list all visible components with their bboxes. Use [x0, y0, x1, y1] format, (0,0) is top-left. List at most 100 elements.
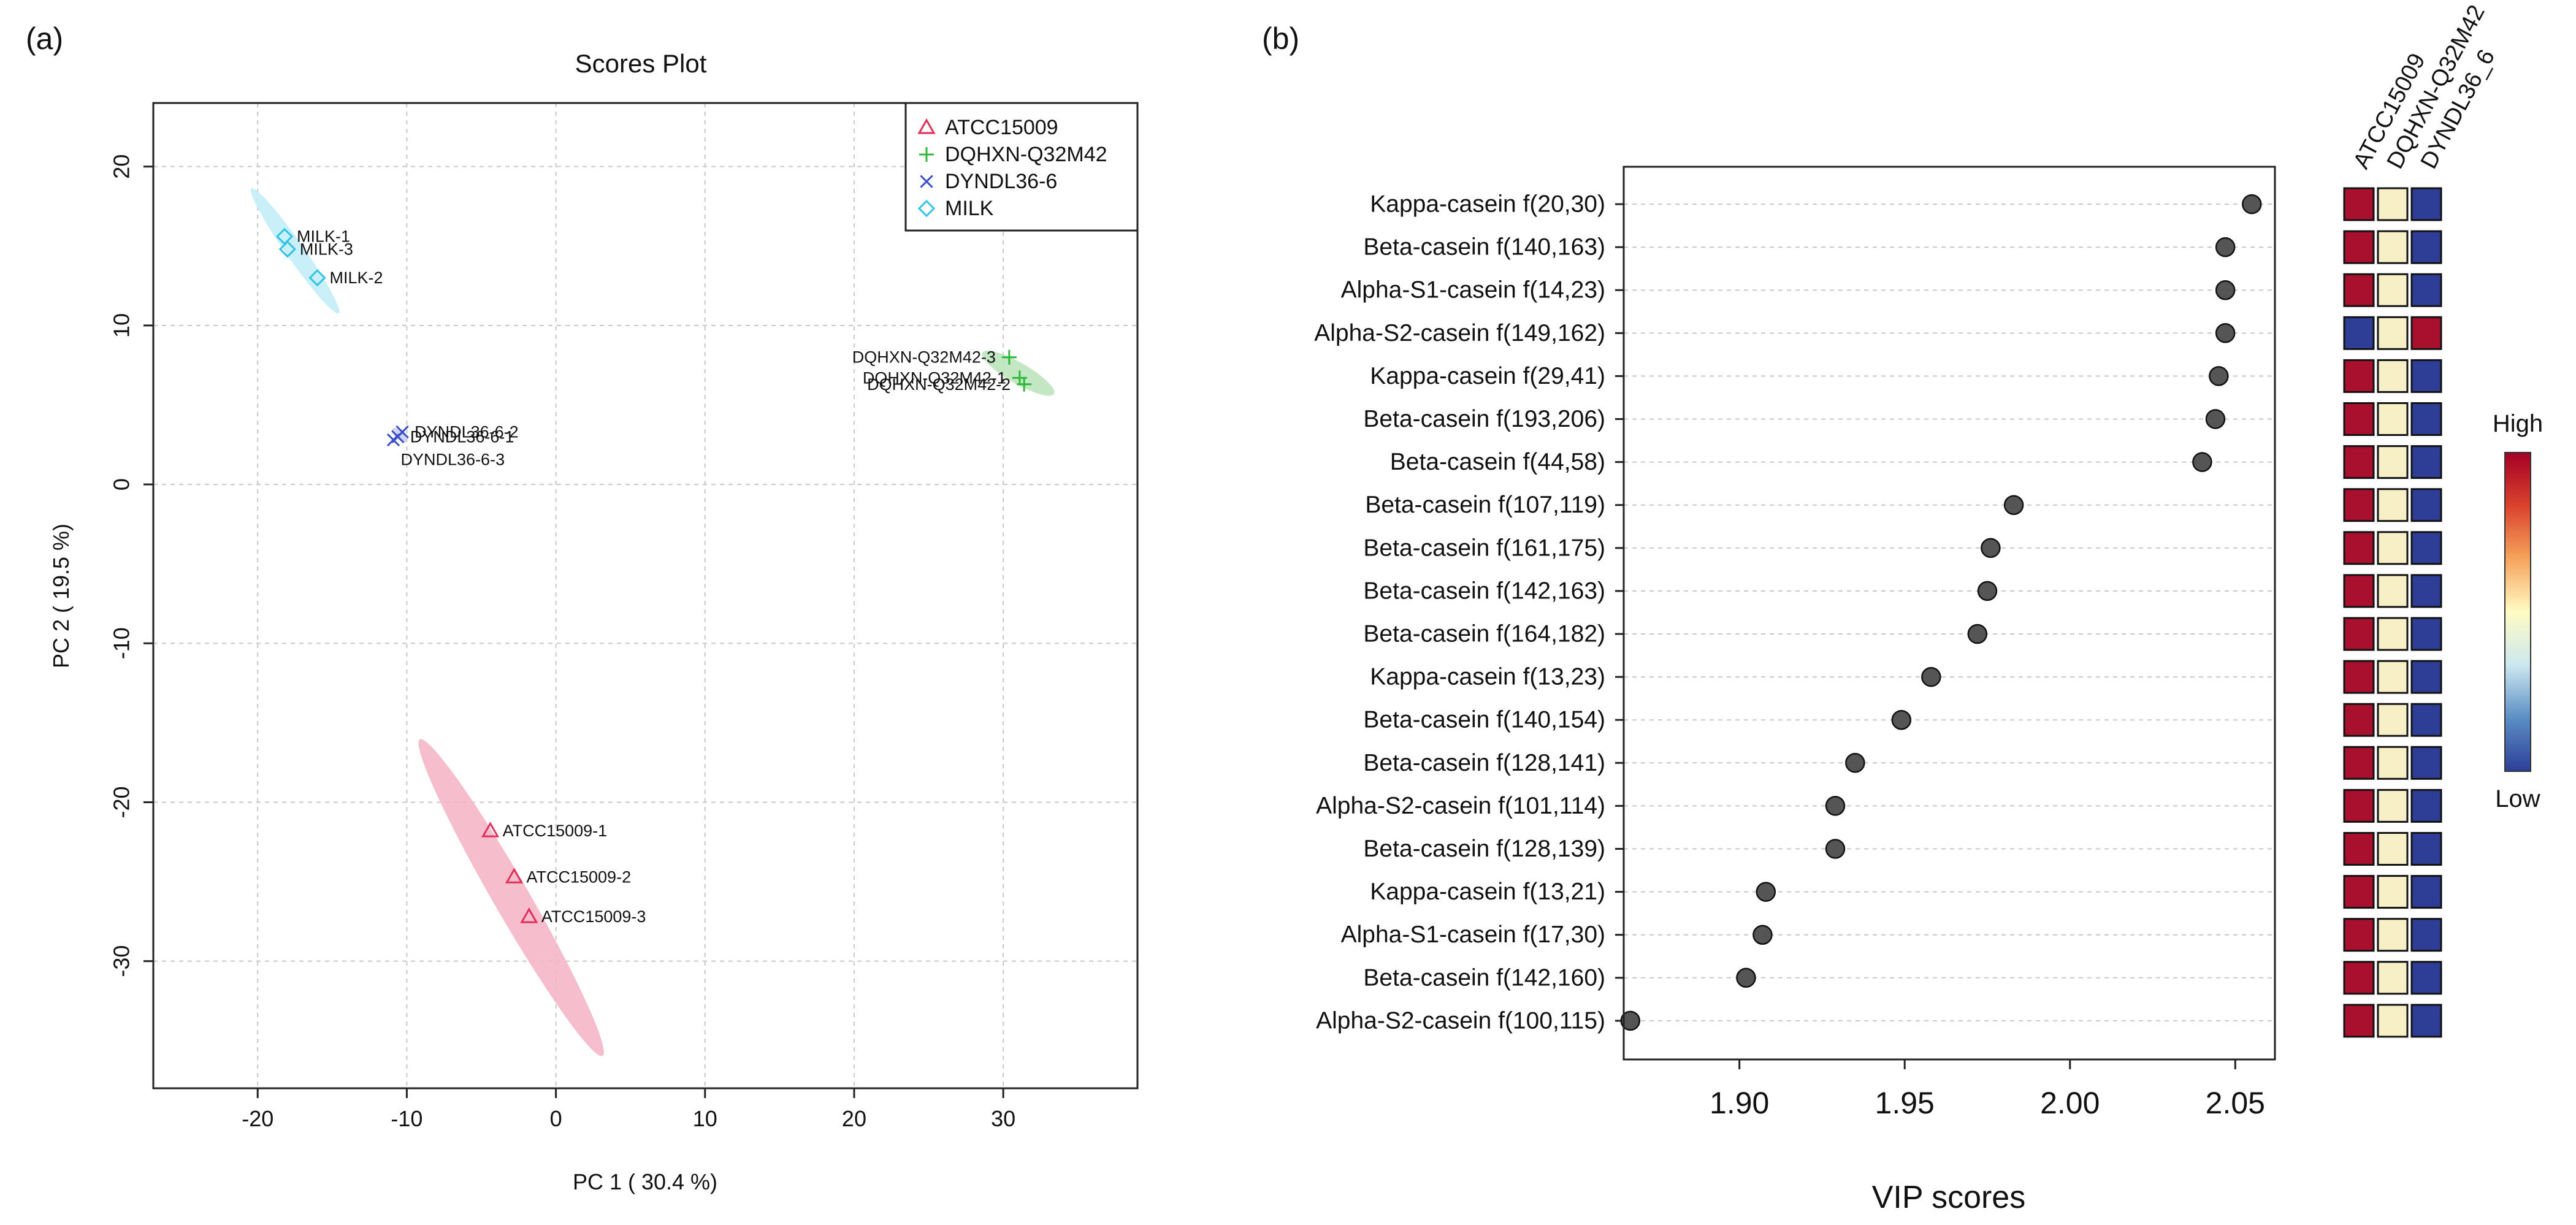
scores-plot-title: Scores Plot	[575, 49, 707, 78]
vip-point	[1845, 753, 1865, 773]
vip-row: Kappa-casein f(13,21)	[1370, 879, 2275, 905]
scores-legend: ATCC15009 DQHXN-Q32M42 DYNDL36-6 MILK	[904, 102, 1139, 232]
confidence-ellipse	[418, 739, 604, 1056]
vip-point	[1756, 882, 1776, 902]
heatmap-cell	[2343, 961, 2375, 995]
feature-label: Alpha-S2-casein f(149,162)	[1314, 320, 1605, 346]
heatmap-cell	[2377, 746, 2409, 780]
feature-label: Alpha-S1-casein f(17,30)	[1341, 922, 1605, 948]
x-axis-label: PC 1 ( 30.4 %)	[573, 1169, 717, 1194]
heatmap-cell	[2377, 531, 2409, 565]
heatmap-cell	[2377, 445, 2409, 479]
sample-point: ATCC15009-3	[520, 907, 646, 926]
heatmap-cell	[2343, 1004, 2375, 1038]
heatmap-cell	[2377, 832, 2409, 866]
heatmap-cell	[2377, 660, 2409, 694]
feature-label: Beta-casein f(142,163)	[1363, 578, 1605, 604]
heatmap-cell	[2377, 918, 2409, 952]
feature-label: Beta-casein f(107,119)	[1365, 492, 1605, 518]
sample-point: DYNDL36-6-2	[396, 423, 519, 441]
feature-label: Beta-casein f(140,154)	[1363, 707, 1605, 733]
heatmap-cell	[2343, 918, 2375, 952]
vip-row: Kappa-casein f(20,30)	[1370, 191, 2275, 218]
vip-point	[1921, 666, 1941, 687]
heatmap-cell	[2343, 187, 2375, 221]
y-tick-label: -30	[109, 945, 134, 977]
vip-x-tick-label: 1.90	[1710, 1086, 1769, 1120]
sample-point: MILK-1	[275, 227, 350, 246]
heatmap-cell	[2377, 488, 2409, 522]
feature-label: Beta-casein f(161,175)	[1363, 535, 1605, 561]
point-label: DQHXN-Q32M42-3	[852, 348, 996, 367]
sample-point: DYNDL36-6-1	[391, 427, 514, 446]
feature-label: Beta-casein f(140,163)	[1363, 234, 1605, 261]
heatmap-cell	[2410, 660, 2442, 694]
vip-row: Kappa-casein f(13,23)	[1370, 664, 2275, 690]
feature-label: Beta-casein f(142,160)	[1363, 964, 1605, 991]
legend-label: MILK	[945, 197, 994, 220]
heatmap-cell	[2377, 617, 2409, 651]
confidence-ellipse	[982, 350, 1055, 396]
y-tick-label: 20	[109, 155, 134, 179]
feature-label: Beta-casein f(128,141)	[1363, 750, 1605, 776]
y-tick-label: 0	[109, 478, 134, 490]
heatmap-cell	[2343, 531, 2375, 565]
vip-point	[1620, 1010, 1641, 1031]
sample-point: DYNDL36-6-3	[386, 433, 505, 468]
sample-point: ATCC15009-2	[505, 868, 632, 886]
heatmap-cell	[2343, 402, 2375, 436]
sample-point: MILK-2	[308, 269, 383, 287]
vip-row: Beta-casein f(164,182)	[1363, 621, 2275, 647]
heatmap-cell	[2343, 316, 2375, 350]
legend-item: ATCC15009	[917, 116, 1058, 139]
heatmap-cell	[2377, 402, 2409, 436]
sample-point: DQHXN-Q32M42-2	[867, 375, 1032, 394]
triangle-marker	[481, 822, 500, 838]
plus-marker	[1017, 376, 1032, 392]
panel-a-label: (a)	[26, 21, 63, 56]
heatmap-cell	[2410, 617, 2442, 651]
heatmap-cell	[2377, 316, 2409, 350]
x-tick-label: 30	[991, 1106, 1015, 1131]
feature-label: Beta-casein f(44,58)	[1390, 449, 1605, 475]
vip-row: Beta-casein f(161,175)	[1363, 535, 2275, 561]
heatmap-cell	[2377, 574, 2409, 608]
point-label: ATCC15009-1	[503, 822, 608, 840]
vip-row: Beta-casein f(107,119)	[1365, 492, 2275, 518]
diamond-marker	[917, 199, 936, 218]
diamond-marker	[308, 269, 326, 287]
heatmap-cell	[2410, 875, 2442, 909]
y-axis-ticks: -30 -20 -10 0 10 20	[109, 155, 153, 977]
vip-point	[2215, 323, 2236, 343]
heatmap-cell	[2377, 703, 2409, 737]
triangle-marker	[505, 868, 524, 883]
color-scale: High Low	[2493, 410, 2543, 812]
vip-point	[2215, 280, 2236, 300]
point-label: DYNDL36-6-2	[415, 423, 519, 441]
point-label: MILK-3	[300, 240, 353, 258]
legend-box	[904, 102, 1139, 232]
heatmap-cell	[2343, 445, 2375, 479]
vip-x-axis-label: VIP scores	[1872, 1180, 2025, 1215]
heatmap-cell	[2410, 230, 2442, 264]
vip-point	[1736, 967, 1756, 988]
heatmap-cell	[2410, 445, 2442, 479]
heatmap-cell	[2410, 531, 2442, 565]
vip-x-tick-label: 2.00	[2040, 1086, 2100, 1120]
heatmap-cell	[2410, 746, 2442, 780]
heatmap-cell	[2343, 746, 2375, 780]
vip-point	[1752, 925, 1773, 945]
heatmap-cell	[2377, 875, 2409, 909]
point-label: ATCC15009-2	[527, 868, 632, 886]
feature-label: Beta-casein f(128,139)	[1363, 836, 1605, 862]
heatmap-cell	[2410, 832, 2442, 866]
point-label: MILK-1	[297, 227, 350, 246]
feature-label: Kappa-casein f(29,41)	[1370, 363, 1605, 389]
vip-point	[1981, 538, 2001, 559]
sample-point: ATCC15009-1	[481, 822, 608, 840]
heatmap-cell	[2377, 788, 2409, 823]
vip-point	[1891, 709, 1912, 730]
vip-point	[2215, 237, 2236, 258]
